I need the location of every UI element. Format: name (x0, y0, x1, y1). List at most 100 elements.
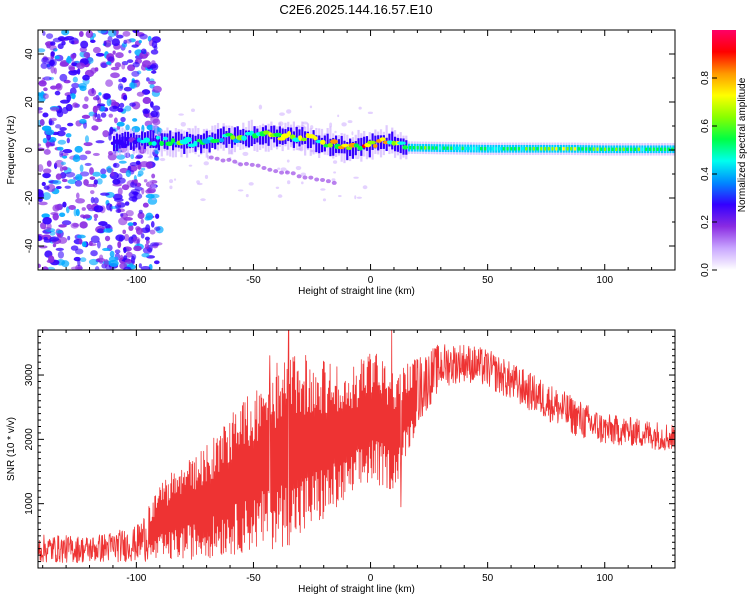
spectrogram-speckle (79, 164, 84, 173)
colorbar-gradient (712, 30, 736, 270)
spectrogram-speckle (140, 266, 151, 270)
spectrogram-speckle (331, 178, 336, 182)
spectrogram-speckle (329, 122, 333, 128)
spectrogram-speckle (118, 160, 127, 164)
spectrogram-speckle (69, 87, 77, 95)
spectrogram-speckle (100, 168, 107, 175)
spectrogram-peak (313, 135, 318, 141)
spectrogram-peak (379, 137, 386, 142)
spectrogram-speckle (86, 183, 96, 188)
spectrogram-speckle (113, 117, 118, 124)
spectrogram-speckle (142, 108, 151, 115)
spectrogram-speckle (178, 113, 184, 116)
spectrogram-core (536, 147, 539, 151)
spectrogram-speckle (84, 96, 89, 102)
x-tick-label: -50 (246, 275, 261, 286)
spectrogram-speckle (43, 226, 52, 231)
spectrogram-speckle (90, 250, 98, 257)
spectrogram-speckle (136, 154, 144, 159)
spectrogram-speckle (71, 62, 78, 67)
spectrogram-speckle (93, 205, 104, 213)
spectrogram-speckle (81, 207, 86, 211)
spectrogram-peak (165, 141, 173, 147)
spectrogram-core (510, 147, 513, 151)
spectrogram-speckle (41, 181, 46, 187)
spectrogram-speckle (115, 52, 124, 59)
spectrogram-speckle (57, 250, 64, 259)
x-tick-label: 0 (368, 573, 374, 584)
x-tick-label: -100 (126, 573, 146, 584)
spectrogram-speckle (128, 49, 132, 54)
spectrogram-speckle (123, 246, 127, 254)
spectrogram-speckle (128, 224, 134, 232)
spectrogram-speckle (116, 125, 121, 130)
spectrogram-speckle (82, 74, 90, 81)
spectrogram-speckle (122, 30, 131, 37)
spectrogram-speckle (114, 62, 122, 68)
spectrogram-speckle (46, 141, 50, 149)
spectrogram-speckle (89, 176, 96, 180)
spectrogram-speckle (151, 40, 158, 49)
spectrogram-speckle (196, 182, 203, 186)
spectrogram-speckle (52, 243, 57, 248)
spectrogram-speckle (122, 94, 128, 101)
spectrogram-speckle (119, 102, 125, 108)
snr-frame (37, 329, 676, 569)
spectrogram-speckle (97, 30, 107, 34)
spectrogram-speckle (137, 212, 145, 220)
spectrogram-speckle (84, 162, 92, 167)
spectrogram-core (607, 147, 610, 151)
spectrogram-band (523, 144, 526, 153)
colorbar-tick-label: 0.6 (700, 119, 711, 133)
spectrogram-speckle (67, 179, 77, 185)
spectrogram-speckle (102, 93, 110, 100)
spectrogram-speckle (92, 171, 101, 177)
spectrogram-branch (296, 174, 302, 179)
spectrogram-peak (330, 139, 338, 144)
spectrogram-speckle (38, 192, 45, 198)
spectrogram-speckle (46, 160, 52, 167)
spectrogram-peak (367, 140, 376, 145)
spectrogram-speckle (152, 85, 162, 93)
spectrogram-speckle (116, 34, 124, 39)
spectrogram-band (601, 145, 605, 154)
spectrogram-speckle (353, 176, 359, 179)
spectrogram-peak (193, 140, 198, 147)
spectrogram-speckle (52, 213, 59, 221)
spectrogram-speckle (49, 236, 60, 242)
spectrogram-speckle (75, 192, 80, 199)
x-tick-label: -50 (246, 573, 261, 584)
spectrogram-band (270, 125, 273, 140)
spectrogram-speckle (48, 255, 55, 263)
spectrogram-speckle (42, 137, 48, 144)
spectrogram-band (478, 144, 481, 153)
spectrogram-core (420, 146, 423, 150)
spectrogram-branch (320, 177, 326, 182)
x-tick-label: 100 (596, 275, 613, 286)
spectrogram-speckle (150, 184, 157, 188)
spectrogram-speckle (277, 167, 281, 170)
spectrogram-band (219, 128, 222, 144)
spectrogram-peak (320, 139, 326, 145)
spectrogram-speckle (76, 175, 83, 180)
spectrogram-speckle (137, 173, 142, 177)
spectrogram-speckle (79, 257, 87, 263)
spectrogram-core (641, 147, 644, 151)
spectrogram-speckle (100, 62, 107, 69)
spectrogram-speckle (132, 236, 141, 244)
spectrogram-speckle (71, 40, 75, 45)
spectrogram-band (351, 141, 355, 159)
spectrogram-speckle (62, 155, 68, 159)
spectrogram-speckle (112, 50, 116, 55)
x-tick-label: -100 (126, 275, 146, 286)
spectrogram-core (540, 147, 543, 151)
spectrogram-speckle (72, 76, 78, 83)
spectrogram-speckle (117, 241, 122, 249)
spectrogram-core (660, 147, 663, 151)
spectrogram-core (453, 146, 457, 150)
spectrogram-speckle (203, 161, 209, 166)
spectrogram-speckle (46, 33, 54, 39)
spectrogram-speckle (358, 106, 362, 110)
spectrogram-speckle (92, 152, 100, 156)
spectrogram-band (163, 133, 166, 149)
